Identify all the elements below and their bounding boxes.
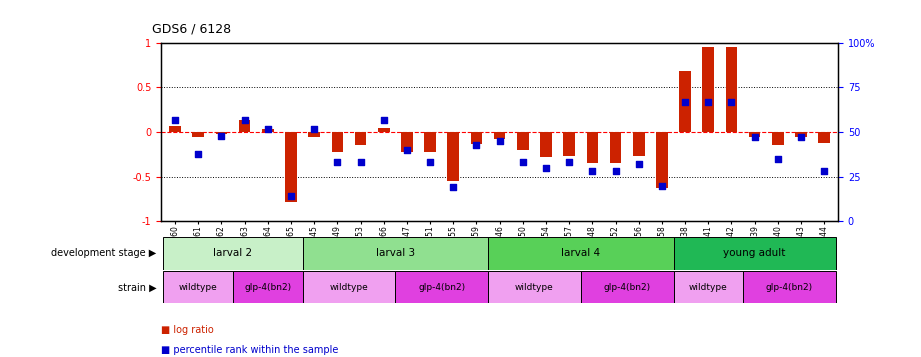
Point [539, 165, 554, 171]
Text: GDS6 / 6128: GDS6 / 6128 [152, 23, 231, 36]
Bar [819, 132, 830, 143]
Bar [402, 132, 413, 152]
Bar [164, 237, 303, 270]
Bar [378, 127, 390, 132]
Bar [494, 132, 506, 139]
Bar [564, 132, 575, 156]
Text: wildtype: wildtype [689, 283, 728, 292]
Point [701, 99, 716, 105]
Bar [395, 271, 488, 303]
Point [423, 160, 437, 165]
Text: glp-4(bn2): glp-4(bn2) [418, 283, 465, 292]
Bar [610, 132, 622, 163]
Point [307, 126, 321, 131]
Text: ■ log ratio: ■ log ratio [161, 325, 214, 335]
Text: strain ▶: strain ▶ [118, 282, 157, 292]
Point [377, 117, 391, 122]
Bar [192, 132, 204, 136]
Bar [262, 129, 274, 132]
Bar [303, 271, 395, 303]
Text: wildtype: wildtype [330, 283, 368, 292]
Bar [517, 132, 529, 150]
Point [678, 99, 693, 105]
Text: larval 2: larval 2 [214, 248, 252, 258]
Bar [169, 126, 181, 132]
Point [168, 117, 182, 122]
Point [585, 169, 600, 174]
Point [632, 161, 647, 167]
Bar [164, 271, 233, 303]
Point [492, 138, 507, 144]
Bar [772, 132, 784, 145]
Bar [488, 271, 581, 303]
Bar [673, 271, 743, 303]
Point [238, 117, 252, 122]
Bar [656, 132, 668, 188]
Bar [303, 237, 488, 270]
Point [562, 160, 577, 165]
Point [771, 156, 786, 162]
Bar [448, 132, 459, 181]
Bar [216, 132, 227, 134]
Bar [703, 47, 714, 132]
Bar [471, 132, 483, 144]
Bar [587, 132, 598, 163]
Bar [488, 237, 673, 270]
Text: glp-4(bn2): glp-4(bn2) [766, 283, 813, 292]
Bar [726, 47, 738, 132]
Point [469, 142, 484, 147]
Text: glp-4(bn2): glp-4(bn2) [244, 283, 291, 292]
Bar [332, 132, 344, 152]
Point [655, 183, 670, 188]
Point [284, 193, 298, 199]
Bar [673, 237, 835, 270]
Point [516, 160, 530, 165]
Text: glp-4(bn2): glp-4(bn2) [603, 283, 651, 292]
Text: larval 3: larval 3 [376, 248, 414, 258]
Point [794, 135, 809, 140]
Text: development stage ▶: development stage ▶ [52, 248, 157, 258]
Point [400, 147, 414, 153]
Text: ■ percentile rank within the sample: ■ percentile rank within the sample [161, 345, 339, 355]
Point [446, 185, 460, 190]
Point [261, 126, 275, 131]
Bar [239, 120, 251, 132]
Point [191, 151, 205, 156]
Point [214, 133, 228, 139]
Point [724, 99, 739, 105]
Bar [749, 132, 761, 136]
Text: young adult: young adult [724, 248, 786, 258]
Bar [633, 132, 645, 156]
Bar [581, 271, 673, 303]
Text: wildtype: wildtype [515, 283, 554, 292]
Point [608, 169, 623, 174]
Bar [233, 271, 303, 303]
Bar [425, 132, 436, 152]
Bar [795, 132, 807, 136]
Point [747, 135, 762, 140]
Bar [680, 71, 691, 132]
Bar [541, 132, 552, 157]
Text: larval 4: larval 4 [561, 248, 600, 258]
Bar [743, 271, 835, 303]
Bar [309, 132, 320, 136]
Bar [355, 132, 367, 145]
Point [817, 169, 832, 174]
Point [353, 160, 367, 165]
Text: wildtype: wildtype [179, 283, 217, 292]
Point [330, 160, 344, 165]
Bar [286, 132, 297, 202]
